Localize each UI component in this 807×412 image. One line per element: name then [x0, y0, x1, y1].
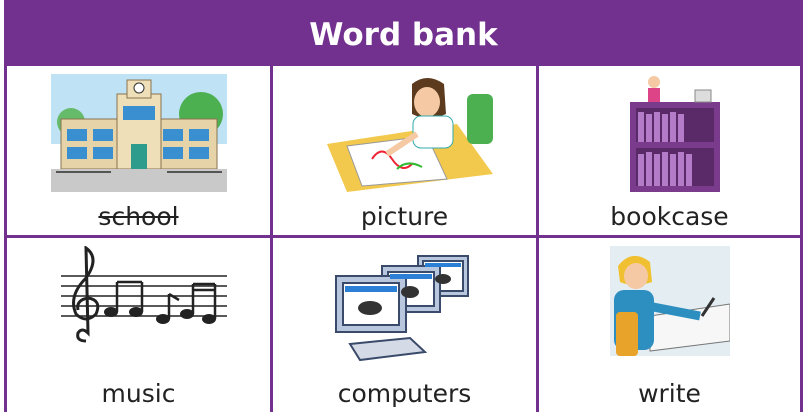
music-image — [60, 246, 227, 343]
word-cell: write — [539, 238, 800, 412]
word-label: picture — [360, 202, 449, 231]
word-bank-title: Word bank — [7, 3, 800, 66]
computers-image — [334, 255, 469, 362]
write-image — [609, 246, 730, 356]
word-cell: music — [7, 238, 273, 412]
bookcase-image — [629, 76, 720, 192]
school-image — [50, 74, 227, 192]
word-label: write — [638, 379, 701, 408]
picture-image — [326, 78, 493, 192]
word-grid: school picture — [7, 66, 800, 412]
word-cell: school — [7, 66, 273, 238]
word-label: computers — [337, 379, 472, 408]
word-cell: computers — [273, 238, 539, 412]
word-label: bookcase — [610, 202, 729, 231]
word-label: school — [98, 202, 179, 231]
word-cell: picture — [273, 66, 539, 238]
word-bank: Word bank school — [4, 0, 803, 412]
word-cell: bookcase — [539, 66, 800, 238]
word-label: music — [101, 379, 176, 408]
